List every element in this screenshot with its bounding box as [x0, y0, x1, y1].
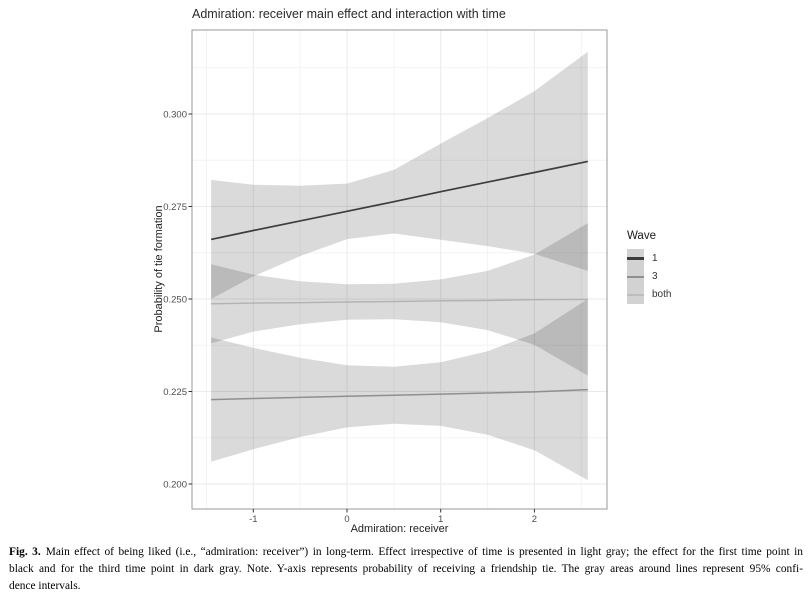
legend-key-swatch [627, 285, 644, 305]
caption-line-2: black and for the third time point in da… [9, 563, 803, 575]
caption-line-3: dence intervals. [9, 580, 81, 592]
legend-entry-label: 3 [652, 271, 658, 283]
legend-key-line-wave-both [627, 293, 644, 296]
legend-key-line-wave-3 [627, 275, 644, 278]
plot-title: Admiration: receiver main effect and int… [192, 7, 506, 21]
plot-panel: 0.200 0.225 0.250 0.275 0.300 -1 0 1 2 [163, 29, 608, 525]
y-tick-label: 0.225 [163, 387, 187, 398]
line-wave-3 [211, 388, 588, 401]
caption-line-1: Fig. 3. Main effect of being liked (i.e.,… [9, 544, 803, 561]
figure-caption: Fig. 3. Main effect of being liked (i.e.,… [0, 544, 812, 592]
y-tick-label: 0.200 [163, 479, 187, 490]
legend-title: Wave [627, 230, 656, 242]
ci-band-wave-1 [211, 51, 588, 299]
legend-entry-label: both [652, 289, 672, 301]
legend-key-swatch [627, 267, 644, 286]
line-wave-1 [210, 160, 588, 241]
panel-border [191, 29, 608, 510]
legend-keys: 1 3 both [627, 249, 672, 305]
x-tick-label: 0 [344, 514, 349, 525]
y-axis-title: Probability of tie formation [153, 205, 165, 333]
line-wave-both [211, 298, 588, 305]
caption-line-1-text: Main effect of being liked (i.e., “admir… [45, 546, 803, 558]
legend-entry-wave-both: both [627, 285, 672, 305]
panel-background [192, 30, 607, 509]
x-axis-title: Admiration: receiver [350, 523, 449, 535]
y-tick-label: 0.250 [163, 294, 187, 305]
y-tick-label: 0.275 [163, 202, 187, 213]
ci-band-wave-3 [211, 299, 588, 481]
legend-entry-wave-1: 1 [627, 249, 671, 268]
legend: Wave 1 3 both [627, 230, 672, 305]
y-tick-label: 0.300 [163, 109, 187, 120]
caption-fig-label: Fig. 3. [9, 546, 41, 558]
legend-entry-label: 1 [652, 252, 658, 264]
x-tick-label: 2 [532, 514, 537, 525]
figure-3-plot: 0.200 0.225 0.250 0.275 0.300 -1 0 1 2 Admiratio… [153, 7, 672, 535]
legend-key-swatch [627, 249, 644, 268]
x-tick-label: 1 [438, 514, 443, 525]
legend-entry-wave-3: 3 [627, 267, 671, 286]
ci-band-wave-both [211, 223, 588, 376]
legend-key-line-wave-1 [627, 256, 644, 260]
x-tick-label: -1 [249, 514, 257, 525]
